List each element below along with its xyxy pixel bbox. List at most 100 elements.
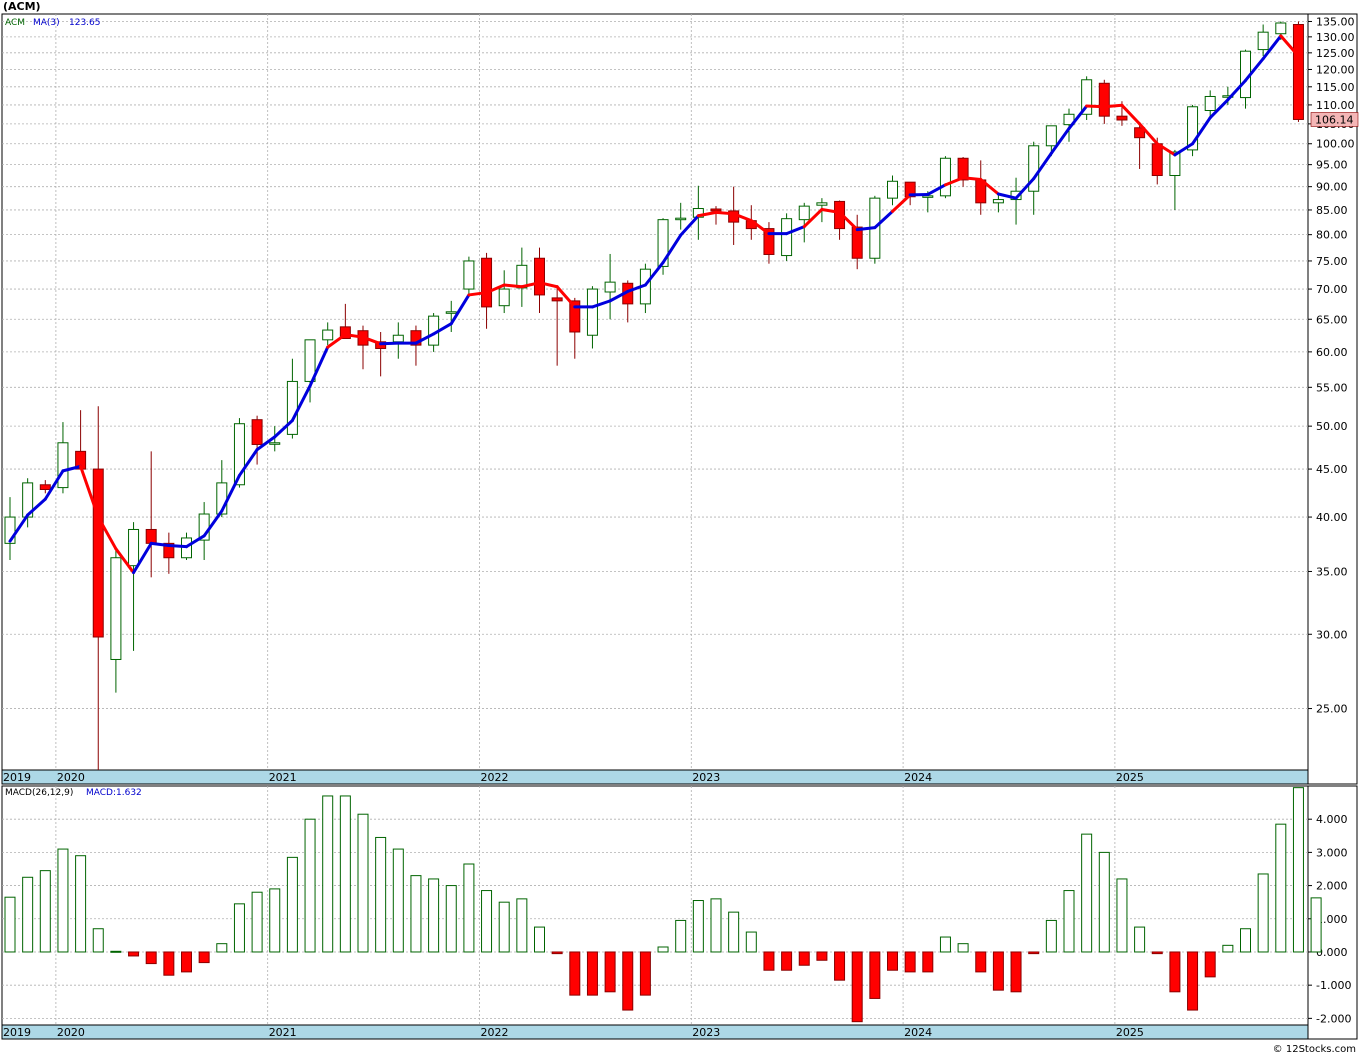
- ma3-line-segment: [1104, 105, 1122, 106]
- candle-body: [552, 298, 562, 301]
- legend-ma-name: MA(3): [33, 18, 60, 28]
- macd-date-label: 2021: [269, 1026, 297, 1039]
- macd-histogram-bar: [76, 856, 86, 952]
- macd-date-label: 2019: [3, 1026, 31, 1039]
- price-tick-label: 95.00: [1316, 159, 1348, 172]
- macd-histogram-bar: [482, 891, 492, 952]
- macd-histogram-bar: [1135, 927, 1145, 952]
- candle-body: [270, 443, 280, 445]
- macd-histogram-bar: [93, 929, 103, 952]
- macd-histogram-bar: [1170, 952, 1180, 992]
- macd-histogram-bar: [1241, 929, 1251, 952]
- price-date-label: 2019: [3, 771, 31, 784]
- macd-histogram-bar: [217, 944, 227, 952]
- macd-histogram-bar: [499, 902, 509, 952]
- candle-body: [1117, 116, 1127, 120]
- candle-body: [676, 218, 686, 220]
- macd-histogram-bar: [1223, 945, 1233, 952]
- macd-tick-label: 2.000: [1316, 880, 1348, 893]
- price-tick-label: 85.00: [1316, 204, 1348, 217]
- candle-body: [1152, 144, 1162, 176]
- macd-histogram-bar: [199, 952, 209, 963]
- candle-body: [58, 443, 68, 488]
- price-tick-label: 125.00: [1316, 47, 1355, 60]
- macd-legend-value: MACD:1.632: [86, 788, 142, 798]
- candle-body: [1046, 126, 1056, 146]
- legend-ticker: ACM: [5, 18, 25, 28]
- price-tick-label: 115.00: [1316, 81, 1355, 94]
- candle-body: [587, 289, 597, 335]
- macd-date-axis-band: [2, 1025, 1308, 1039]
- price-tick-label: 65.00: [1316, 313, 1348, 326]
- macd-histogram-bar: [570, 952, 580, 995]
- macd-histogram-bar: [252, 892, 262, 952]
- macd-tick-label: 3.000: [1316, 846, 1348, 859]
- price-tick-label: 75.00: [1316, 255, 1348, 268]
- macd-histogram-bar: [429, 879, 439, 952]
- macd-histogram-bar: [746, 932, 756, 952]
- price-date-axis-band: [2, 770, 1308, 784]
- chart-title: (ACM): [3, 0, 41, 13]
- candle-body: [940, 158, 950, 196]
- macd-histogram-bar: [305, 819, 315, 952]
- price-date-label: 2020: [57, 771, 85, 784]
- macd-histogram-bar: [623, 952, 633, 1010]
- candle-body: [146, 529, 156, 543]
- candle-body: [40, 485, 50, 490]
- candle-body: [499, 289, 509, 306]
- macd-histogram-bar: [923, 952, 933, 972]
- price-tick-label: 30.00: [1316, 628, 1348, 641]
- macd-histogram-bar: [888, 952, 898, 970]
- candle-body: [1276, 23, 1286, 34]
- ma3-line-segment: [381, 343, 399, 344]
- price-tick-label: 120.00: [1316, 63, 1355, 76]
- price-date-label: 2022: [480, 771, 508, 784]
- macd-histogram-bar: [1293, 788, 1303, 952]
- ma3-line-segment: [169, 546, 187, 547]
- macd-date-label: 2022: [480, 1026, 508, 1039]
- candle-body: [888, 181, 898, 198]
- macd-histogram-bar: [164, 952, 174, 975]
- macd-histogram-bar: [870, 952, 880, 998]
- macd-histogram-bar: [323, 796, 333, 952]
- macd-date-label: 2023: [692, 1026, 720, 1039]
- price-tick-label: 130.00: [1316, 31, 1355, 44]
- macd-histogram-bar: [552, 952, 562, 954]
- macd-histogram-bar: [376, 837, 386, 952]
- macd-histogram-bar: [40, 871, 50, 952]
- macd-histogram-bar: [676, 920, 686, 952]
- price-tick-label: 90.00: [1316, 181, 1348, 194]
- macd-histogram-bar: [446, 886, 456, 952]
- price-tick-label: 50.00: [1316, 420, 1348, 433]
- candle-body: [1258, 32, 1268, 49]
- candle-body: [287, 381, 297, 434]
- macd-histogram-bar: [711, 899, 721, 952]
- macd-histogram-bar: [940, 937, 950, 952]
- candle-body: [482, 258, 492, 307]
- price-tick-label: 55.00: [1316, 381, 1348, 394]
- last-price-label: 106.14: [1315, 113, 1354, 126]
- candle-body: [1293, 25, 1303, 120]
- candle-body: [446, 312, 456, 314]
- macd-tick-label: -2.000: [1316, 1012, 1351, 1025]
- price-date-label: 2021: [269, 771, 297, 784]
- macd-date-label: 2020: [57, 1026, 85, 1039]
- macd-histogram-bar: [799, 952, 809, 965]
- price-tick-label: 45.00: [1316, 463, 1348, 476]
- macd-histogram-bar: [182, 952, 192, 972]
- candle-body: [1205, 96, 1215, 110]
- candle-body: [393, 335, 403, 342]
- macd-histogram-bar: [1046, 920, 1056, 952]
- candle-body: [129, 529, 139, 565]
- macd-histogram-bar: [517, 899, 527, 952]
- macd-histogram-bar: [393, 849, 403, 952]
- price-tick-label: 80.00: [1316, 229, 1348, 242]
- price-date-label: 2024: [904, 771, 932, 784]
- macd-tick-label: 4.000: [1316, 813, 1348, 826]
- price-date-label: 2023: [692, 771, 720, 784]
- macd-pane-frame: [2, 786, 1308, 1025]
- macd-histogram-bar: [129, 952, 139, 956]
- candle-body: [323, 330, 333, 340]
- macd-histogram-bar: [852, 952, 862, 1022]
